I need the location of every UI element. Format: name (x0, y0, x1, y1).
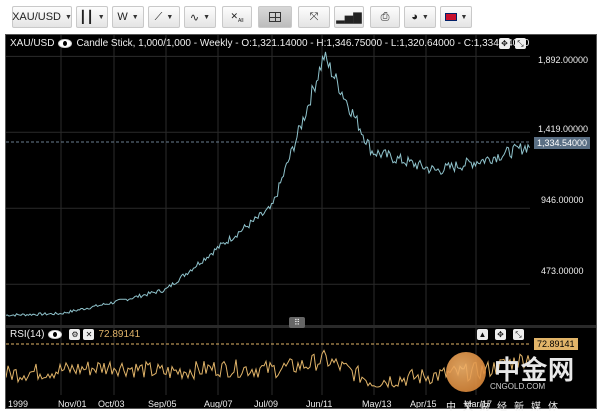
symbol-label: XAU/USD (12, 11, 61, 23)
y-tick-label: 1,419.00000 (538, 124, 589, 134)
indicator-icon: ∿ (189, 11, 200, 24)
settings-icon[interactable]: ⚙ (69, 329, 81, 340)
watermark-logo: 中金网 CNGOLD.COM 中文财经新媒体 (440, 348, 600, 414)
crosshair-button[interactable] (258, 6, 292, 28)
rsi-label: RSI(14) (10, 329, 45, 340)
drawing-tools-button[interactable]: ⟋ ▼ (148, 6, 180, 28)
chevron-down-icon: ▼ (64, 13, 72, 21)
x-tick-label: Jul/09 (254, 399, 279, 409)
crosshair-icon (269, 12, 281, 22)
chevron-down-icon: ▼ (131, 13, 139, 21)
main-pane-info: Candle Stick, 1,000/1,000 - Weekly - O:1… (76, 38, 530, 49)
arrow-up-icon[interactable]: ▲ (477, 329, 488, 340)
palette-icon: ◕ (411, 11, 418, 23)
chart-type-button[interactable]: ┃┃ ▼ (76, 6, 108, 28)
main-pane-symbol: XAU/USD (10, 38, 55, 49)
close-icon[interactable]: ✕ (83, 329, 95, 340)
indicators-button[interactable]: ∿ ▼ (184, 6, 216, 28)
x-tick-label: Sep/05 (148, 399, 177, 409)
interval-dropdown[interactable]: W ▼ (112, 6, 144, 28)
x-tick-label: Apr/15 (410, 399, 437, 409)
price-series-line (6, 51, 530, 317)
bar-chart-icon: ▂▅▇ (336, 11, 362, 24)
y-tick-label: 946.00000 (541, 195, 584, 205)
main-pane-header: XAU/USD Candle Stick, 1,000/1,000 - Week… (10, 38, 529, 49)
interval-label: W (117, 11, 128, 23)
rsi-value-tag: 72.89141 (534, 338, 578, 350)
chevron-down-icon: ▼ (203, 13, 211, 21)
logo-emblem-icon (446, 352, 486, 392)
print-button[interactable]: ⎙ (370, 6, 400, 28)
fullscreen-button[interactable]: ⤧ (298, 6, 330, 28)
all-label: All (237, 17, 244, 24)
printer-icon: ⎙ (380, 10, 390, 23)
rsi-value: 72.89141 (98, 329, 141, 340)
watermark-title: 中金网 (494, 356, 576, 386)
current-price-tag: 1,334.54000 (534, 137, 591, 149)
grid-lines (6, 35, 530, 395)
x-tick-label: Mar/17 (464, 399, 493, 409)
move-icon[interactable]: ✥ (499, 38, 510, 49)
y-tick-label: 473.00000 (541, 266, 584, 276)
eye-icon[interactable] (58, 39, 73, 48)
pane-resize-handle[interactable]: ⠿ (289, 317, 305, 328)
x-tick-label: Nov/01 (58, 399, 87, 409)
rsi-series-line (6, 349, 531, 389)
x-tick-label: Jun/11 (306, 399, 333, 409)
move-icon[interactable]: ✥ (495, 329, 506, 340)
collapse-icon[interactable]: ⤡ (513, 329, 524, 340)
chevron-down-icon: ▼ (421, 13, 429, 21)
x-tick-label: 1999 (8, 399, 29, 409)
remove-all-icon: ✕All (230, 10, 244, 24)
volume-button[interactable]: ▂▅▇ (334, 6, 364, 28)
x-tick-label: May/13 (362, 399, 392, 409)
chevron-down-icon: ▼ (460, 13, 468, 21)
watermark-url: CNGOLD.COM (490, 382, 546, 391)
y-tick-label: 1,892.00000 (538, 55, 589, 65)
x-tick-label: Oct/03 (98, 399, 125, 409)
color-theme-button[interactable]: ◕ ▼ (404, 6, 436, 28)
symbol-dropdown[interactable]: XAU/USD ▼ (12, 6, 72, 28)
flag-uk-icon (444, 13, 457, 21)
language-button[interactable]: ▼ (440, 6, 472, 28)
candlestick-icon: ┃┃ (79, 10, 94, 24)
toolbar: XAU/USD ▼ ┃┃ ▼ W ▼ ⟋ ▼ ∿ ▼ ✕All ⤧ ▂▅▇ ⎙ ◕ ▼ ▼ (0, 0, 600, 34)
expand-icon: ⤧ (309, 10, 319, 23)
eye-icon[interactable] (48, 330, 63, 339)
collapse-icon[interactable]: ⤡ (515, 38, 526, 49)
trendline-icon: ⟋ (154, 10, 163, 23)
watermark-subtitle: 中文财经新媒体 (446, 402, 565, 413)
remove-all-button[interactable]: ✕All (222, 6, 252, 28)
chevron-down-icon: ▼ (166, 13, 174, 21)
chevron-down-icon: ▼ (97, 13, 105, 21)
rsi-pane-header: RSI(14) ⚙ ✕ 72.89141 (10, 329, 140, 340)
x-tick-label: Aug/07 (204, 399, 233, 409)
chart-area[interactable]: XAU/USD Candle Stick, 1,000/1,000 - Week… (5, 34, 597, 409)
